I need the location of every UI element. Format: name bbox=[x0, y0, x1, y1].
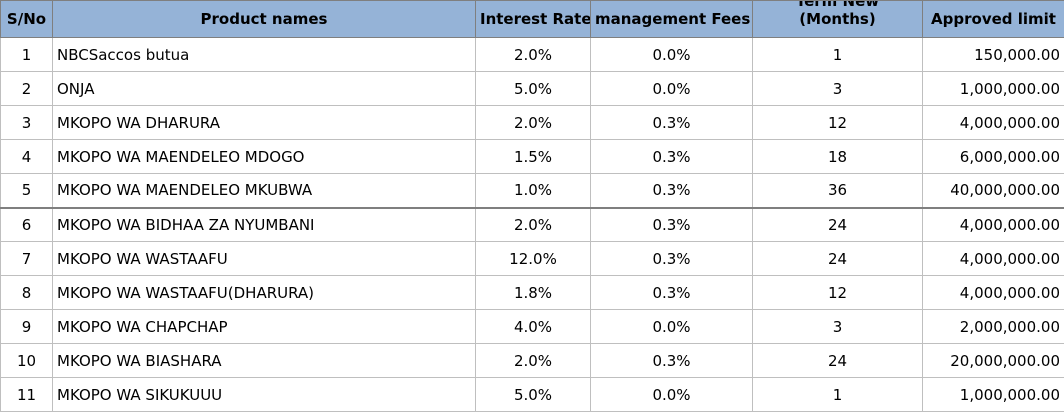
cell-interest: 2.0% bbox=[476, 344, 591, 378]
cell-fees: 0.3% bbox=[591, 344, 753, 378]
cell-term: 12 bbox=[753, 276, 923, 310]
cell-limit: 40,000,000.00 bbox=[923, 174, 1064, 208]
table-row: 11 MKOPO WA SIKUKUUU 5.0% 0.0% 1 1,000,0… bbox=[1, 378, 1064, 412]
header-interest-rate: Interest Rate bbox=[476, 1, 591, 38]
header-approved-limit: Approved limit bbox=[923, 1, 1064, 38]
cell-sn: 5 bbox=[1, 174, 53, 208]
cell-term: 12 bbox=[753, 106, 923, 140]
cell-fees: 0.3% bbox=[591, 106, 753, 140]
header-row: S/No Product names Interest Rate managem… bbox=[1, 1, 1064, 38]
cell-sn: 7 bbox=[1, 242, 53, 276]
table-row: 9 MKOPO WA CHAPCHAP 4.0% 0.0% 3 2,000,00… bbox=[1, 310, 1064, 344]
cell-sn: 4 bbox=[1, 140, 53, 174]
cell-sn: 8 bbox=[1, 276, 53, 310]
cell-fees: 0.3% bbox=[591, 174, 753, 208]
header-product-names: Product names bbox=[53, 1, 476, 38]
cell-sn: 10 bbox=[1, 344, 53, 378]
cell-sn: 3 bbox=[1, 106, 53, 140]
table-row: 10 MKOPO WA BIASHARA 2.0% 0.3% 24 20,000… bbox=[1, 344, 1064, 378]
header-sn: S/No bbox=[1, 1, 53, 38]
cell-limit: 1,000,000.00 bbox=[923, 72, 1064, 106]
header-term: Term New(Months) bbox=[753, 1, 923, 38]
cell-term: 18 bbox=[753, 140, 923, 174]
cell-interest: 1.0% bbox=[476, 174, 591, 208]
cell-limit: 150,000.00 bbox=[923, 38, 1064, 72]
cell-interest: 2.0% bbox=[476, 208, 591, 242]
table-row: 2 ONJA 5.0% 0.0% 3 1,000,000.00 bbox=[1, 72, 1064, 106]
cell-term: 24 bbox=[753, 344, 923, 378]
cell-fees: 0.3% bbox=[591, 140, 753, 174]
cell-limit: 4,000,000.00 bbox=[923, 242, 1064, 276]
cell-interest: 2.0% bbox=[476, 38, 591, 72]
cell-interest: 12.0% bbox=[476, 242, 591, 276]
table-row: 5 MKOPO WA MAENDELEO MKUBWA 1.0% 0.3% 36… bbox=[1, 174, 1064, 208]
table-row: 1 NBCSaccos butua 2.0% 0.0% 1 150,000.00 bbox=[1, 38, 1064, 72]
cell-term: 1 bbox=[753, 38, 923, 72]
cell-product: NBCSaccos butua bbox=[53, 38, 476, 72]
cell-sn: 9 bbox=[1, 310, 53, 344]
cell-fees: 0.3% bbox=[591, 276, 753, 310]
header-term-line2: (Months) bbox=[757, 10, 918, 28]
cell-limit: 4,000,000.00 bbox=[923, 106, 1064, 140]
cell-product: MKOPO WA BIASHARA bbox=[53, 344, 476, 378]
table-row: 3 MKOPO WA DHARURA 2.0% 0.3% 12 4,000,00… bbox=[1, 106, 1064, 140]
cell-product: MKOPO WA WASTAAFU(DHARURA) bbox=[53, 276, 476, 310]
cell-term: 24 bbox=[753, 208, 923, 242]
table-row: 6 MKOPO WA BIDHAA ZA NYUMBANI 2.0% 0.3% … bbox=[1, 208, 1064, 242]
cell-interest: 4.0% bbox=[476, 310, 591, 344]
table-row: 8 MKOPO WA WASTAAFU(DHARURA) 1.8% 0.3% 1… bbox=[1, 276, 1064, 310]
header-term-line1: Term New bbox=[757, 1, 918, 11]
cell-limit: 4,000,000.00 bbox=[923, 276, 1064, 310]
cell-sn: 6 bbox=[1, 208, 53, 242]
cell-product: MKOPO WA DHARURA bbox=[53, 106, 476, 140]
cell-fees: 0.3% bbox=[591, 208, 753, 242]
cell-limit: 4,000,000.00 bbox=[923, 208, 1064, 242]
cell-interest: 5.0% bbox=[476, 72, 591, 106]
cell-product: ONJA bbox=[53, 72, 476, 106]
cell-fees: 0.0% bbox=[591, 378, 753, 412]
cell-limit: 2,000,000.00 bbox=[923, 310, 1064, 344]
cell-product: MKOPO WA BIDHAA ZA NYUMBANI bbox=[53, 208, 476, 242]
cell-limit: 6,000,000.00 bbox=[923, 140, 1064, 174]
table-row: 7 MKOPO WA WASTAAFU 12.0% 0.3% 24 4,000,… bbox=[1, 242, 1064, 276]
cell-fees: 0.0% bbox=[591, 310, 753, 344]
cell-interest: 1.5% bbox=[476, 140, 591, 174]
cell-fees: 0.0% bbox=[591, 72, 753, 106]
cell-term: 3 bbox=[753, 72, 923, 106]
cell-limit: 20,000,000.00 bbox=[923, 344, 1064, 378]
header-management-fees: management Fees bbox=[591, 1, 753, 38]
cell-interest: 1.8% bbox=[476, 276, 591, 310]
cell-sn: 11 bbox=[1, 378, 53, 412]
cell-term: 36 bbox=[753, 174, 923, 208]
cell-product: MKOPO WA WASTAAFU bbox=[53, 242, 476, 276]
cell-interest: 2.0% bbox=[476, 106, 591, 140]
cell-limit: 1,000,000.00 bbox=[923, 378, 1064, 412]
cell-term: 1 bbox=[753, 378, 923, 412]
cell-sn: 2 bbox=[1, 72, 53, 106]
cell-interest: 5.0% bbox=[476, 378, 591, 412]
cell-sn: 1 bbox=[1, 38, 53, 72]
cell-product: MKOPO WA MAENDELEO MDOGO bbox=[53, 140, 476, 174]
cell-fees: 0.0% bbox=[591, 38, 753, 72]
cell-term: 24 bbox=[753, 242, 923, 276]
table-row: 4 MKOPO WA MAENDELEO MDOGO 1.5% 0.3% 18 … bbox=[1, 140, 1064, 174]
cell-term: 3 bbox=[753, 310, 923, 344]
cell-product: MKOPO WA SIKUKUUU bbox=[53, 378, 476, 412]
cell-product: MKOPO WA CHAPCHAP bbox=[53, 310, 476, 344]
cell-fees: 0.3% bbox=[591, 242, 753, 276]
cell-product: MKOPO WA MAENDELEO MKUBWA bbox=[53, 174, 476, 208]
